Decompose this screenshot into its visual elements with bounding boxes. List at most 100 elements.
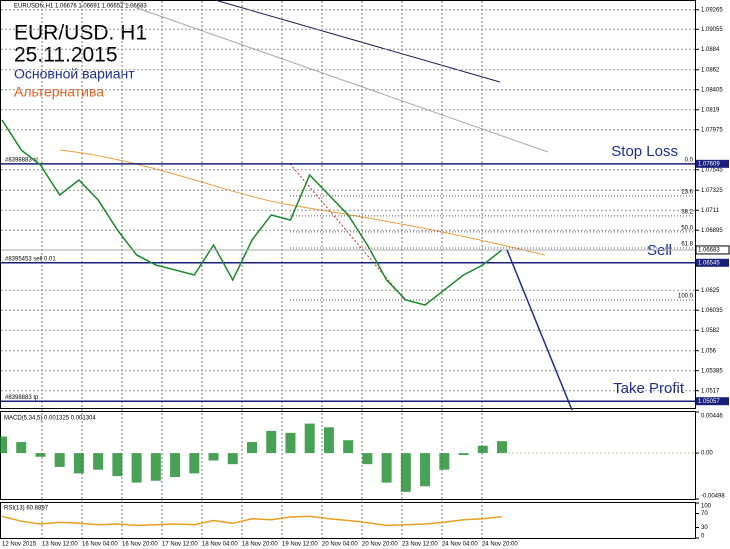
macd-bar [439, 453, 450, 470]
price-line [1, 119, 503, 306]
y-tick-label: 1.08405 [701, 87, 723, 93]
macd-bar [131, 453, 142, 483]
y-tick-label: 1.09055 [701, 27, 723, 33]
level-annotation: Stop Loss [611, 143, 678, 160]
macd-bar [35, 453, 46, 457]
macd-bar [400, 453, 411, 492]
level-annotation: Take Profit [613, 380, 685, 397]
fib-label: 38.2 [681, 209, 693, 215]
ma-slow [214, 0, 501, 83]
fib-label: 100.0 [678, 294, 694, 300]
macd-label: MACD(5,34,5) 0.001325 0.001304 [4, 416, 96, 422]
y-tick-label: 1.0884 [701, 47, 720, 53]
price-tag-text: 1.06545 [698, 260, 720, 266]
x-tick-label: 16 Nov 04:00 [82, 542, 118, 548]
macd-bar [420, 453, 431, 487]
x-tick-label: 16 Nov 20:00 [122, 542, 158, 548]
y-tick-label: 30 [701, 525, 708, 531]
x-tick-label: 20 Nov 04:00 [322, 542, 358, 548]
y-tick-label: 1.07545 [701, 167, 723, 173]
x-tick-label: 23 Nov 12:00 [402, 542, 438, 548]
y-tick-label: 1.07975 [701, 127, 723, 133]
macd-bar [170, 453, 181, 478]
ma-orange [59, 149, 546, 256]
macd-bar [497, 441, 507, 454]
macd-bar [458, 453, 469, 455]
y-tick-label: 1.07325 [701, 188, 723, 194]
macd-bar [323, 427, 334, 454]
x-tick-label: 18 Nov 20:00 [242, 542, 278, 548]
y-tick-label: 1.0819 [701, 107, 720, 113]
macd-bar [247, 442, 257, 454]
macd-bar [362, 453, 373, 465]
forecast [506, 249, 573, 411]
y-tick-label: 1.056 [701, 348, 717, 354]
order-label: #8398883 tp [5, 395, 39, 401]
fib-label: 61.8 [681, 242, 693, 248]
x-tick-label: 13 Nov 12:00 [42, 542, 78, 548]
date: 25.11.2015 [14, 44, 118, 67]
y-tick-label: 1.0517 [701, 388, 720, 394]
macd-bar [112, 453, 123, 477]
macd-bar [343, 440, 354, 454]
fib-label: 0.0 [685, 157, 694, 163]
x-tick-label: 24 Nov 04:00 [442, 542, 478, 548]
price-tag-text: 1.05057 [698, 399, 720, 405]
macd-bar [54, 453, 65, 467]
macd-bar [266, 430, 277, 454]
y-tick-label: 1.0625 [701, 288, 720, 294]
y-tick-label: 100 [701, 504, 712, 510]
fib-label: 50.0 [681, 225, 693, 231]
macd-bar [150, 453, 161, 481]
y-tick-label: -0.00498 [701, 494, 725, 500]
macd-bar [16, 442, 27, 454]
price-tag-text: 1.06683 [698, 248, 720, 254]
price-tag [695, 245, 730, 255]
y-tick-label: 1.06895 [701, 228, 723, 234]
macd-bar [304, 423, 315, 454]
order-label: #8398883 sl [5, 157, 38, 163]
macd-bar [381, 453, 392, 483]
macd-bar [0, 436, 7, 454]
y-tick-label: 1.0862 [701, 67, 720, 73]
rsi-label: RSI(13) 60.8897 [4, 506, 49, 512]
macd-bar [189, 453, 200, 474]
x-tick-label: 20 Nov 20:00 [362, 542, 398, 548]
y-tick-label: 0 [701, 534, 705, 540]
x-tick-label: 17 Nov 12:00 [162, 542, 198, 548]
order-label: #8395453 sell 0.01 [5, 256, 56, 262]
x-tick-label: 24 Nov 20:00 [482, 542, 518, 548]
header: EURUSDfx,H1 1.06676 1.06691 1.06652 1.06… [14, 4, 147, 10]
macd-bar [73, 453, 84, 474]
y-tick-label: 1.0711 [701, 208, 720, 214]
ma-200 [119, 1, 549, 153]
price-tag-text: 1.07609 [698, 161, 720, 167]
y-tick-label: 0.00 [701, 451, 713, 457]
y-tick-label: 1.05385 [701, 368, 723, 374]
y-tick-label: 1.09265 [701, 7, 723, 13]
title: EUR/USD. H1 [14, 22, 147, 45]
macd-panel [0, 411, 696, 500]
x-tick-label: 18 Nov 04:00 [202, 542, 238, 548]
legend-main: Основной вариант [14, 66, 135, 82]
macd-bar [477, 445, 488, 454]
rsi-panel [0, 502, 696, 539]
y-tick-label: 70 [701, 511, 708, 517]
macd-bar [227, 453, 238, 465]
fib-label: 23.6 [681, 189, 693, 195]
price-tag [696, 397, 729, 406]
price-tag [696, 258, 729, 267]
main-panel [0, 0, 696, 409]
macd-bar [208, 453, 219, 461]
y-tick-label: 1.06035 [701, 308, 723, 314]
rsi-line [1, 515, 503, 527]
y-tick-label: 1.0582 [701, 328, 720, 334]
y-tick-label: 0.00446 [701, 414, 723, 420]
macd-bar [285, 432, 296, 454]
x-tick-label: 19 Nov 12:00 [282, 542, 318, 548]
price-tag [696, 159, 729, 168]
legend-alt: Альтернатива [14, 84, 104, 100]
x-tick-label: 12 Nov 2015 [2, 542, 37, 548]
